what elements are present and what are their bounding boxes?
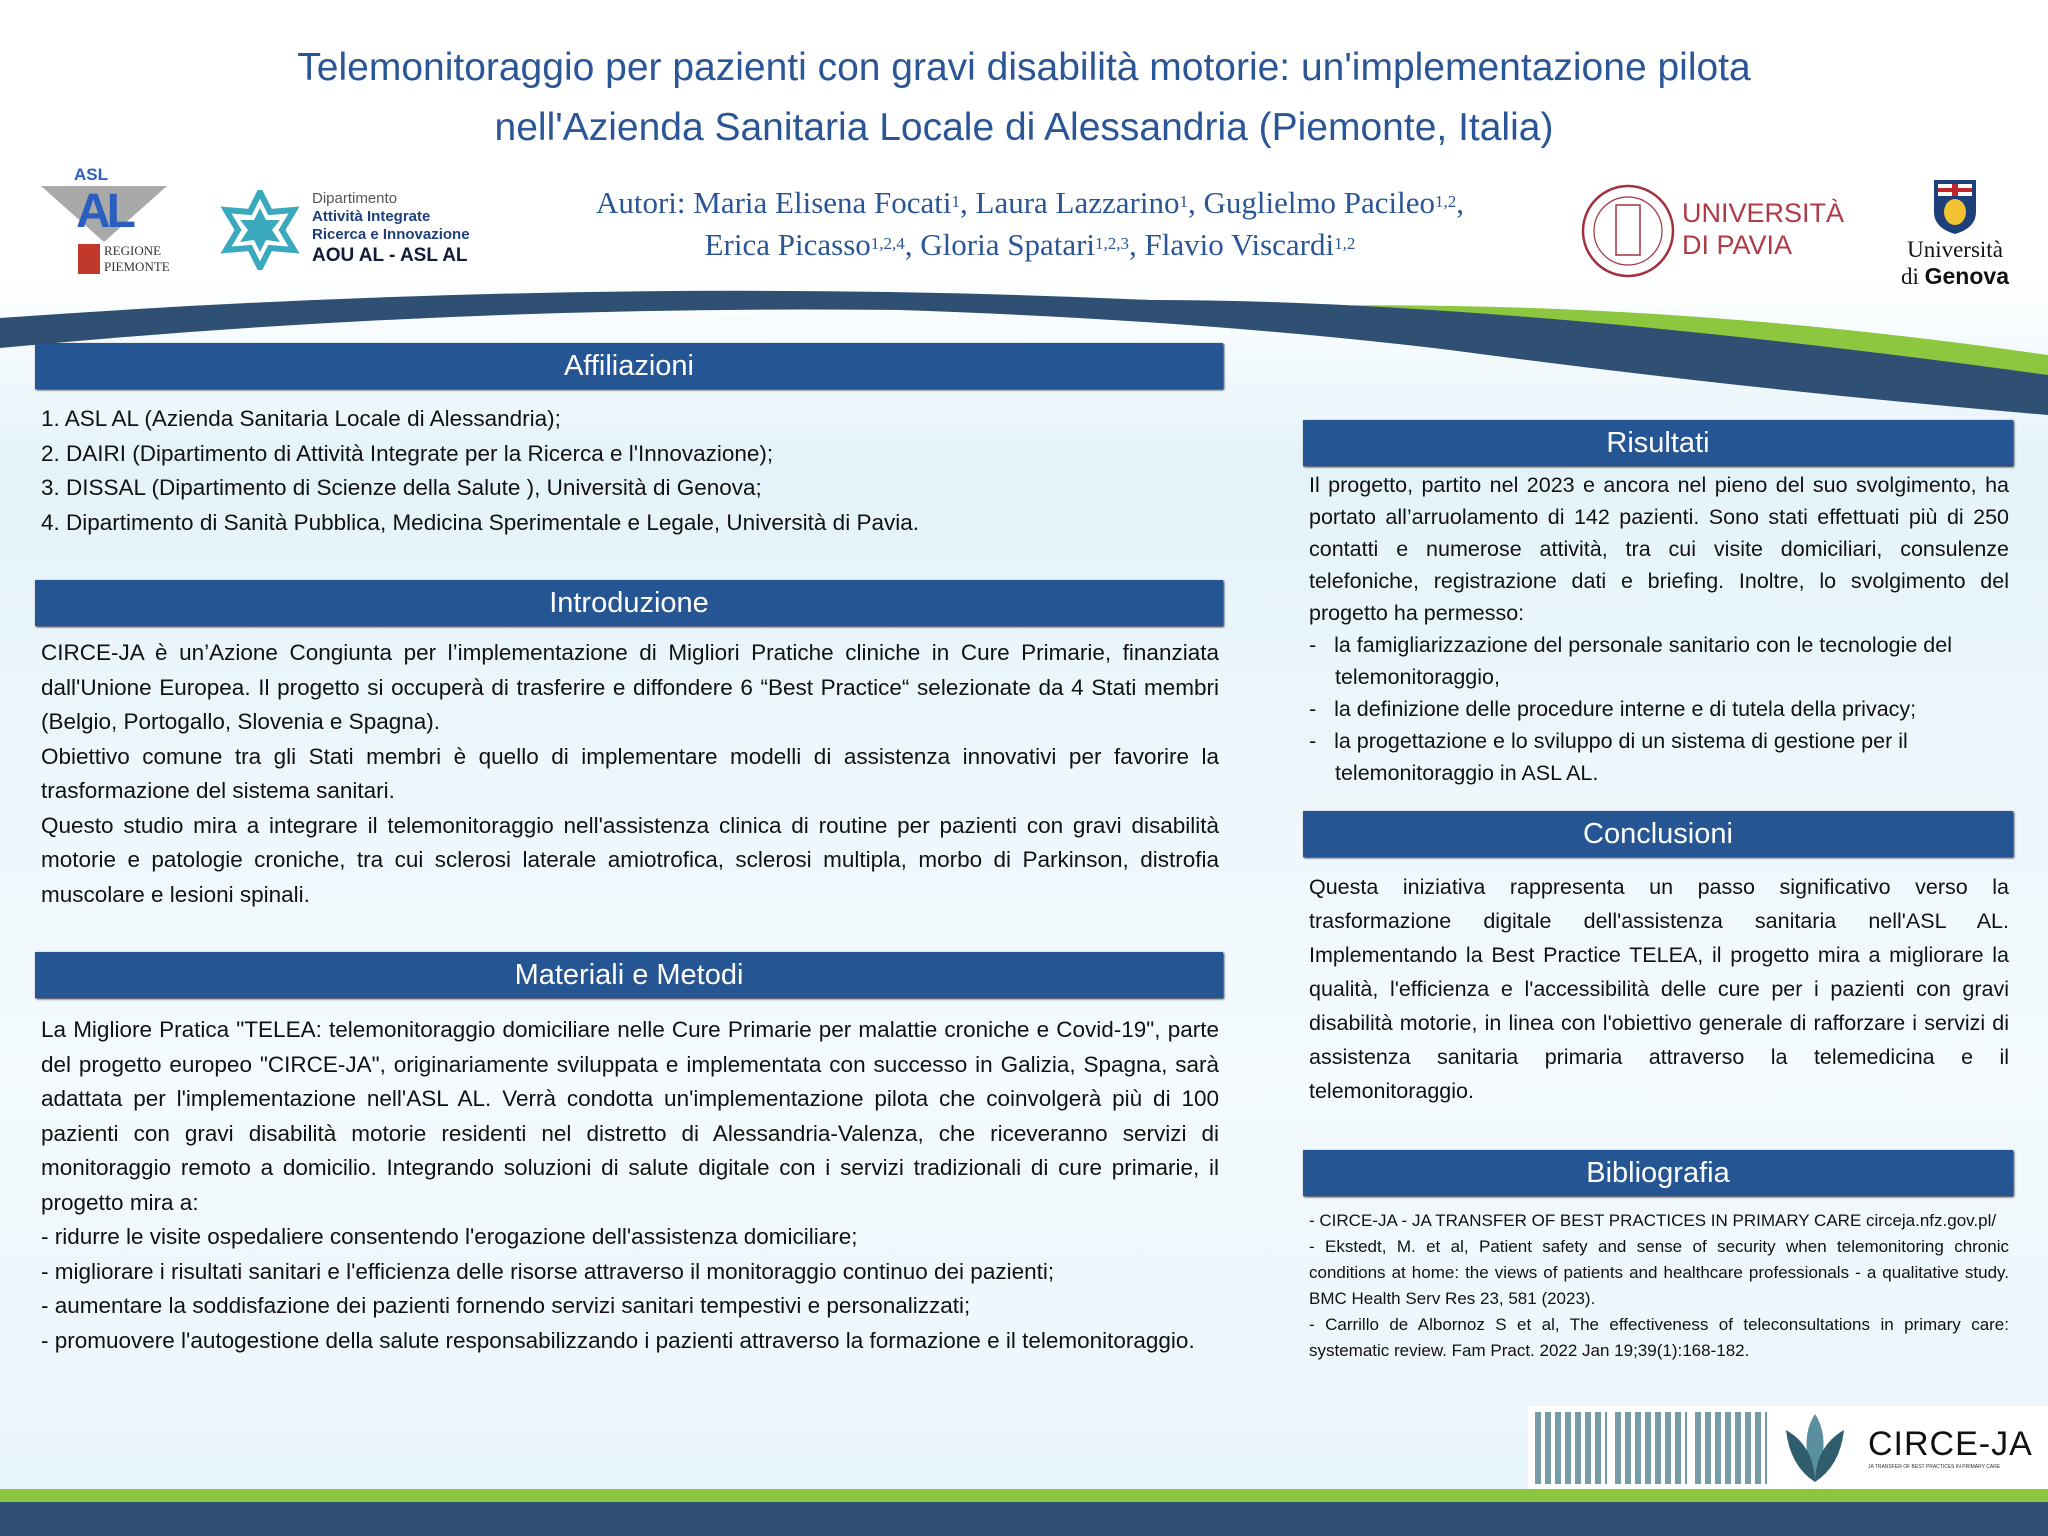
- introduzione-text: CIRCE-JA è un’Azione Congiunta per l’imp…: [41, 640, 1219, 907]
- footer-logo-box: [1528, 1406, 2048, 1490]
- list-item: - la progettazione e lo sviluppo di un s…: [1309, 729, 1908, 785]
- conclusioni-text: Questa iniziativa rappresenta un passo s…: [1309, 875, 2009, 1103]
- materiali-section: Materiali e Metodi La Migliore Pratica "…: [35, 952, 1223, 1358]
- list-item: - Carrillo de Albornoz S et al, The effe…: [1309, 1315, 2009, 1360]
- asl-al-logo: ASL AL REGIONE PIEMONTE: [34, 166, 174, 278]
- conclusioni-section: Conclusioni Questa iniziativa rappresent…: [1303, 811, 2013, 1150]
- affiliazioni-section: Affiliazioni 1. ASL AL (Azienda Sanitari…: [35, 343, 1223, 580]
- left-column: Affiliazioni 1. ASL AL (Azienda Sanitari…: [35, 343, 1223, 1358]
- list-item: - migliorare i risultati sanitari e l'ef…: [41, 1258, 1055, 1284]
- qr-code-calculator-icon[interactable]: [1615, 1412, 1687, 1484]
- pavia-seal-icon: [1581, 184, 1675, 278]
- decorative-wave: [0, 290, 2048, 415]
- risultati-heading: Risultati: [1303, 420, 2013, 466]
- list-item: 2. DAIRI (Dipartimento di Attività Integ…: [41, 440, 774, 466]
- author: Maria Elisena Focati1, Laura Lazzarino1,…: [693, 185, 1465, 220]
- dairi-logo: Dipartimento Attività Integrate Ricerca …: [220, 188, 510, 274]
- qr-code-x-icon[interactable]: [1695, 1412, 1767, 1484]
- risultati-section: Risultati Il progetto, partito nel 2023 …: [1303, 420, 2013, 811]
- list-item: - la definizione delle procedure interne…: [1309, 697, 1917, 721]
- genova-shield-icon: [1934, 180, 1976, 234]
- authors: Autori: Maria Elisena Focati1, Laura Laz…: [595, 185, 1465, 262]
- list-item: 4. Dipartimento di Sanità Pubblica, Medi…: [41, 509, 919, 535]
- qr-code-globe-icon[interactable]: [1535, 1412, 1607, 1484]
- conclusioni-heading: Conclusioni: [1303, 811, 2013, 857]
- lotus-icon: [1786, 1414, 1844, 1482]
- bibliografia-heading: Bibliografia: [1303, 1150, 2013, 1196]
- list-item: 1. ASL AL (Azienda Sanitaria Locale di A…: [41, 406, 561, 431]
- introduzione-heading: Introduzione: [35, 580, 1223, 626]
- list-item: - CIRCE-JA - JA TRANSFER OF BEST PRACTIC…: [1309, 1211, 1997, 1230]
- star-icon: [220, 190, 300, 270]
- affiliazioni-list: 1. ASL AL (Azienda Sanitaria Locale di A…: [35, 402, 1223, 540]
- list-item: - Ekstedt, M. et al, Patient safety and …: [1309, 1237, 2009, 1308]
- footer-blue-bar: [0, 1502, 2048, 1536]
- affiliazioni-heading: Affiliazioni: [35, 343, 1223, 389]
- bibliografia-section: Bibliografia - CIRCE-JA - JA TRANSFER OF…: [1303, 1150, 2013, 1364]
- list-item: - la famigliarizzazione del personale sa…: [1309, 633, 1952, 689]
- footer-green-bar: [0, 1489, 2048, 1502]
- list-item: - promuovere l'autogestione della salute…: [41, 1327, 1195, 1353]
- universita-genova-logo: Università di Genova: [1890, 178, 2020, 296]
- introduzione-section: Introduzione CIRCE-JA è un’Azione Congiu…: [35, 580, 1223, 952]
- risultati-text: Il progetto, partito nel 2023 e ancora n…: [1303, 469, 2013, 789]
- right-column: Risultati Il progetto, partito nel 2023 …: [1303, 420, 2013, 1364]
- bibliografia-list: - CIRCE-JA - JA TRANSFER OF BEST PRACTIC…: [1303, 1208, 2013, 1364]
- poster-title: Telemonitoraggio per pazienti con gravi …: [297, 46, 1751, 149]
- materiali-text: La Migliore Pratica "TELEA: telemonitora…: [35, 1013, 1223, 1358]
- universita-pavia-logo: UNIVERSITÀ DI PAVIA: [1580, 183, 1844, 279]
- materiali-heading: Materiali e Metodi: [35, 952, 1223, 998]
- list-item: - aumentare la soddisfazione dei pazient…: [41, 1293, 971, 1318]
- list-item: - ridurre le visite ospedaliere consente…: [41, 1224, 858, 1249]
- circe-ja-logo: CIRCE-JA JA TRANSFER OF BEST PRACTICES I…: [1868, 1425, 2033, 1470]
- list-item: 3. DISSAL (Dipartimento di Scienze della…: [41, 475, 762, 500]
